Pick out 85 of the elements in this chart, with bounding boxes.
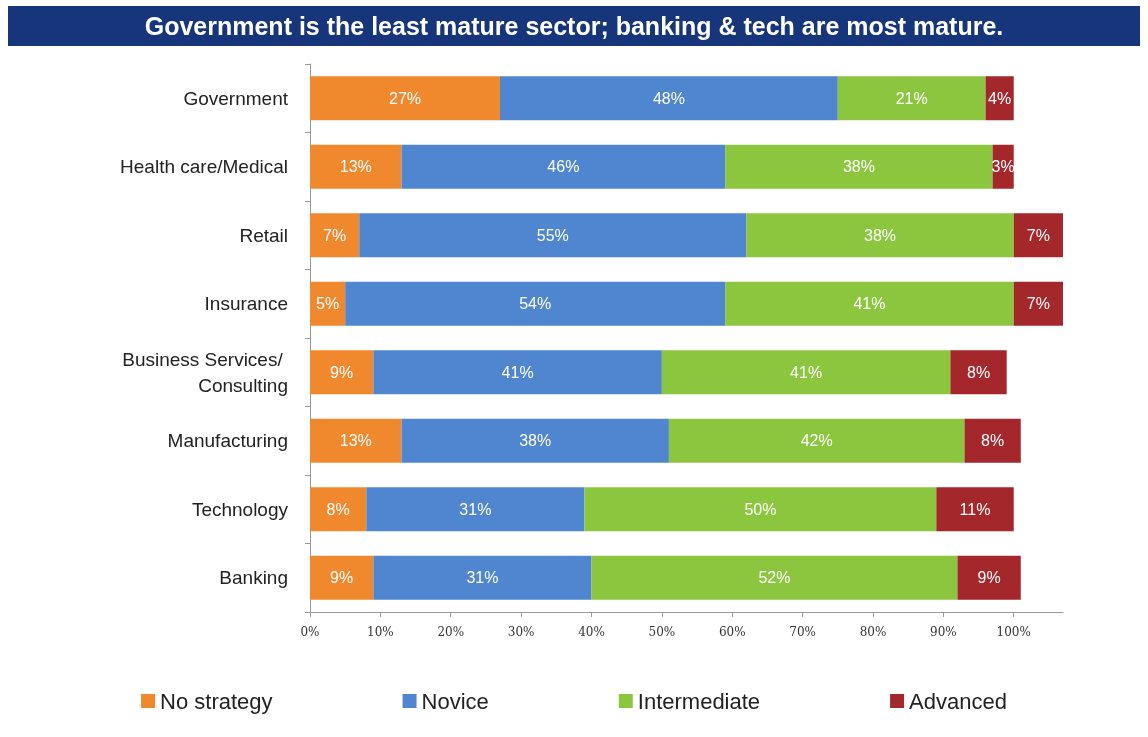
y-tick-label: Manufacturing	[167, 430, 288, 452]
x-tick-label: 0%	[300, 625, 320, 639]
data-label: 7%	[323, 226, 347, 244]
bar	[310, 144, 402, 189]
bar	[746, 213, 1014, 258]
bar	[373, 350, 662, 395]
bar	[359, 213, 747, 258]
bar	[310, 487, 367, 532]
data-label: 9%	[330, 569, 354, 587]
bar	[366, 487, 585, 532]
data-label: 55%	[536, 226, 569, 244]
bar	[1013, 213, 1063, 258]
data-label: 46%	[547, 158, 580, 176]
chart-title: Government is the least mature sector; banking & tech are most mature.	[8, 6, 1140, 46]
y-tick-label: Health care/Medical	[120, 156, 288, 178]
data-label: 13%	[339, 432, 372, 450]
x-tick-label: 30%	[507, 625, 535, 639]
x-tick-label: 100%	[996, 625, 1031, 639]
data-label: 31%	[459, 500, 492, 518]
data-label: 9%	[330, 363, 354, 381]
bar	[837, 76, 986, 121]
data-label: 4%	[988, 89, 1012, 107]
data-label: 9%	[977, 569, 1001, 587]
data-label: 41%	[790, 363, 823, 381]
legend-label: No strategy	[160, 688, 273, 714]
bar	[950, 350, 1007, 395]
bar	[310, 76, 501, 121]
data-label: 41%	[501, 363, 534, 381]
bar	[591, 555, 958, 600]
bar	[310, 555, 374, 600]
x-tick-label: 60%	[718, 625, 746, 639]
data-label: 11%	[959, 500, 991, 518]
bar	[1013, 281, 1063, 326]
y-tick-label: Retail	[239, 224, 288, 246]
y-tick-label: Banking	[219, 567, 288, 589]
data-label: 8%	[981, 432, 1005, 450]
bar	[725, 144, 993, 189]
y-tick-label: Business Services/ Consulting	[122, 348, 288, 396]
data-label: 50%	[744, 500, 777, 518]
x-tick-label: 70%	[789, 625, 816, 639]
bar	[401, 144, 726, 189]
data-label: 42%	[800, 432, 833, 450]
x-tick-label: 10%	[367, 625, 394, 639]
x-tick-label: 80%	[859, 625, 887, 639]
x-tick-label: 20%	[437, 625, 465, 639]
bar	[725, 281, 1014, 326]
data-label: 41%	[853, 295, 886, 313]
bar	[936, 487, 1014, 532]
data-label: 48%	[652, 89, 685, 107]
bar	[373, 555, 592, 600]
data-label: 52%	[758, 569, 791, 587]
legend-label: Advanced	[909, 688, 1007, 714]
y-tick-label: Technology	[191, 498, 289, 520]
bar	[310, 418, 402, 463]
bar	[345, 281, 726, 326]
bar	[668, 418, 965, 463]
data-label: 21%	[895, 89, 928, 107]
x-tick-label: 40%	[578, 625, 605, 639]
bar	[310, 213, 360, 258]
bar	[500, 76, 838, 121]
data-label: 7%	[1026, 226, 1050, 244]
legend-label: Intermediate	[637, 688, 761, 714]
data-label: 31%	[466, 569, 499, 587]
data-label: 27%	[388, 89, 422, 107]
bar	[310, 350, 374, 395]
data-label: 54%	[519, 295, 552, 313]
y-tick-label: Insurance	[204, 293, 288, 315]
bar	[401, 418, 669, 463]
data-label: 5%	[316, 295, 340, 313]
data-label: 3%	[991, 158, 1015, 176]
data-label: 38%	[519, 432, 552, 450]
x-tick-label: 50%	[648, 625, 676, 639]
y-tick-label: Government	[183, 87, 289, 109]
data-label: 13%	[339, 158, 372, 176]
bar	[957, 555, 1021, 600]
legend-label: Novice	[421, 688, 489, 714]
data-label: 38%	[864, 226, 897, 244]
data-label: 8%	[966, 363, 991, 381]
x-tick-label: 90%	[930, 625, 957, 639]
data-label: 38%	[842, 158, 875, 176]
bar	[584, 487, 937, 532]
data-label: 8%	[326, 500, 350, 518]
bar	[661, 350, 951, 395]
data-label: 7%	[1026, 295, 1050, 313]
bar	[964, 418, 1021, 463]
